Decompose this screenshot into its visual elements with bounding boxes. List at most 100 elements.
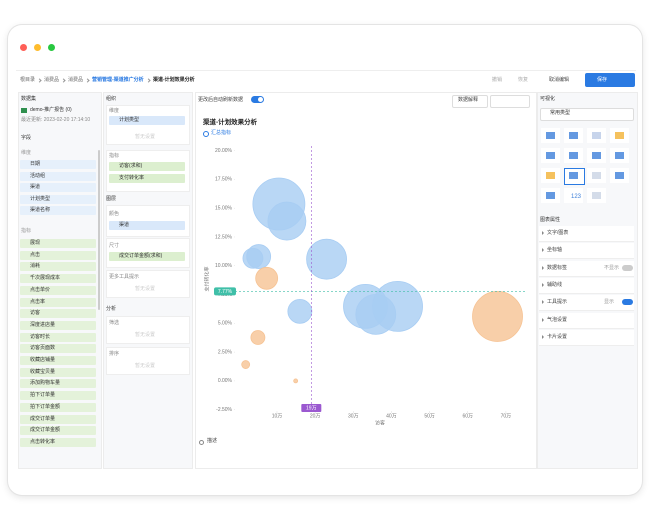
expand-arrow [542, 248, 544, 253]
measure-field[interactable]: 成交订单金额 [20, 426, 96, 436]
dimension-field[interactable]: 日期 [20, 160, 96, 169]
breadcrumb-item[interactable]: 根目录 [20, 77, 36, 83]
expand-arrow [542, 300, 544, 305]
undo-button[interactable]: 撤销 [492, 77, 503, 83]
chart-type-icon [592, 172, 601, 179]
dataset-icon [21, 108, 27, 113]
layer-label: 图层 [106, 196, 117, 202]
explain-label[interactable]: 数据解释 [458, 97, 479, 103]
dataset-name[interactable]: demo-推广报告 (0) [30, 107, 72, 113]
measure-field[interactable]: 收藏宝贝量 [20, 367, 96, 377]
chart-panel [195, 92, 537, 469]
measure-field[interactable]: 点击 [20, 250, 96, 260]
attr-row[interactable] [539, 226, 634, 242]
measure-field[interactable]: 访客时长 [20, 332, 96, 342]
attr-label[interactable]: 坐标轴 [547, 247, 563, 254]
attr-toggle[interactable] [622, 264, 633, 271]
tile-text[interactable]: 123 [571, 194, 582, 200]
size-label: 尺寸 [109, 243, 120, 249]
measure-field[interactable]: 消耗 [20, 262, 96, 272]
dimension-field[interactable]: 计划类型 [20, 194, 96, 204]
attr-row[interactable] [539, 295, 634, 312]
cancel-button[interactable]: 取消编辑 [549, 77, 570, 83]
maximize-dot[interactable] [48, 44, 55, 51]
attr-row[interactable] [539, 277, 634, 294]
measure-field[interactable]: 添加购物车量 [20, 379, 96, 389]
description-dot [199, 440, 204, 445]
measure-pill[interactable]: 访客(求和) [109, 162, 185, 171]
auto-refresh-toggle[interactable] [251, 96, 264, 103]
measure-field[interactable]: 点击单价 [20, 285, 96, 295]
bubble [246, 244, 272, 269]
dimension-field[interactable]: 渠道 [20, 183, 96, 192]
type-select-label[interactable]: 常用类型 [550, 110, 571, 116]
attr-label[interactable]: 气泡设置 [547, 316, 568, 323]
color-label: 颜色 [109, 211, 120, 217]
chart-type-icon [615, 172, 624, 179]
chart-type-icon [546, 192, 555, 199]
attr-label[interactable]: 辅助线 [547, 281, 563, 288]
attr-row[interactable] [539, 312, 634, 329]
summary-label[interactable]: 汇总指标 [211, 130, 232, 136]
color-pill[interactable]: 渠道 [109, 221, 185, 230]
divider [16, 70, 636, 71]
description-label[interactable]: 描述 [207, 438, 218, 444]
measure-field[interactable]: 访客页面数 [20, 344, 96, 354]
redo-button[interactable]: 恢复 [518, 77, 529, 83]
measure-pill[interactable]: 支付转化率 [109, 173, 185, 183]
close-dot[interactable] [20, 44, 27, 51]
attr-toggle[interactable] [622, 299, 633, 306]
dimensions-label: 维度 [21, 150, 32, 156]
measure-field[interactable]: 访客 [20, 309, 96, 319]
y-tick-label: 0.00% [218, 378, 233, 384]
attr-row[interactable] [539, 260, 634, 277]
measure-field[interactable]: 点击转化率 [20, 437, 96, 447]
tooltip-box [106, 270, 190, 298]
measure-field[interactable]: 成交订单量 [20, 414, 96, 424]
sort-label: 排序 [109, 351, 120, 357]
attr-label[interactable]: 卡片设置 [547, 333, 568, 340]
explain-button[interactable] [452, 95, 488, 108]
y-tick-label: 10.00% [215, 263, 233, 269]
minimize-dot[interactable] [34, 44, 41, 51]
placeholder: 暂无设置 [135, 134, 156, 140]
measure-label: 指标 [109, 153, 120, 159]
measure-field[interactable]: 展现 [20, 239, 96, 248]
dimension-field[interactable]: 渠道名称 [20, 206, 96, 215]
attr-row[interactable] [539, 329, 634, 346]
measure-field[interactable]: 收藏店铺量 [20, 356, 96, 365]
chart-type-icon [569, 172, 578, 179]
size-pill[interactable]: 成交订单金额(求和) [109, 252, 185, 261]
measure-field[interactable]: 拍下订单金额 [20, 402, 96, 412]
chart-type-tile[interactable] [564, 188, 583, 203]
chart-type-icon [546, 172, 555, 179]
x-tick-label: 40万 [386, 413, 397, 419]
breadcrumb-item[interactable]: 渠道-计划效果分析 [153, 77, 195, 83]
visual-title: 可视化 [540, 96, 556, 102]
attr-label[interactable]: 工具提示 [547, 299, 568, 306]
measure-field[interactable]: 千次展现成本 [20, 274, 96, 284]
attr-label[interactable]: 数据标签 [547, 264, 568, 271]
dimension-field[interactable]: 活动组 [20, 171, 96, 181]
dimension-pill[interactable]: 计划类型 [109, 116, 185, 125]
expand-arrow [542, 231, 544, 235]
measure-field[interactable]: 点击率 [20, 297, 96, 307]
chart-type-icon [569, 152, 578, 159]
breadcrumb-item[interactable]: 消费品 [44, 77, 60, 83]
breadcrumb-item[interactable]: 消费品 [68, 77, 84, 83]
view-toggle[interactable] [490, 95, 530, 108]
y-tick-label: -2.50% [216, 407, 232, 413]
save-button[interactable] [585, 73, 635, 87]
bubble [267, 201, 307, 241]
reference-label: 7.77% [218, 289, 233, 295]
measure-field[interactable]: 深度进店量 [20, 320, 96, 330]
measure-field[interactable]: 拍下订单量 [20, 391, 96, 401]
chart-type-icon [546, 132, 555, 139]
breadcrumb-item[interactable]: 营销管理-渠道推广分析 [92, 77, 144, 83]
attr-label[interactable]: 文字/图表 [547, 230, 569, 236]
save-label[interactable]: 保存 [597, 77, 608, 83]
type-select[interactable] [540, 108, 634, 121]
reference-label: 19万 [306, 405, 317, 411]
attr-row[interactable] [539, 243, 634, 260]
